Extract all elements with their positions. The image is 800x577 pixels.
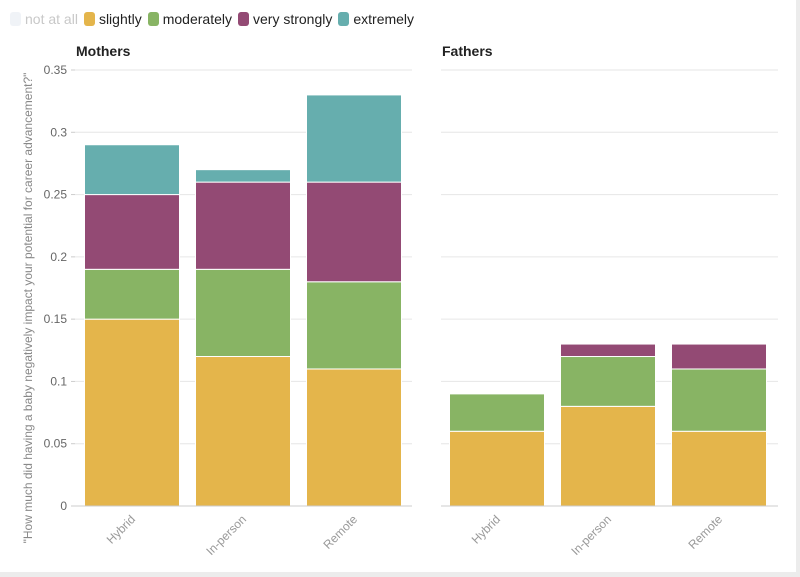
- legend-item-slightly[interactable]: slightly: [83, 11, 142, 27]
- bar-segment-slightly: [195, 356, 291, 507]
- bar-segment-very-strongly: [195, 181, 291, 270]
- panel-title: Mothers: [76, 43, 131, 59]
- y-tick-label: 0: [60, 499, 67, 513]
- bar-segment-moderately: [195, 268, 291, 358]
- legend-label: slightly: [98, 11, 142, 27]
- y-tick-label: 0.05: [44, 437, 68, 451]
- legend-label: extremely: [353, 11, 415, 27]
- bar-segment-very-strongly: [306, 181, 402, 283]
- legend-swatch: [238, 12, 249, 26]
- bar-segment-slightly: [306, 368, 402, 507]
- y-tick-label: 0.35: [44, 63, 68, 77]
- legend-swatch: [83, 12, 95, 26]
- x-tick-label: In-person: [203, 512, 249, 558]
- bar-segment-moderately: [671, 368, 767, 432]
- y-tick-label: 0.15: [44, 312, 68, 326]
- x-tick-label: Hybrid: [104, 512, 138, 546]
- bar-segment-extremely: [84, 144, 180, 196]
- legend-swatch: [10, 12, 21, 26]
- bottom-border: [0, 572, 800, 577]
- legend-item-not-at-all[interactable]: not at all: [10, 11, 78, 27]
- bar-segment-slightly: [84, 318, 180, 507]
- legend-item-extremely[interactable]: extremely: [338, 11, 414, 27]
- panel-title: Fathers: [442, 43, 493, 59]
- legend: not at all slightly moderately very strongl…: [10, 9, 420, 29]
- y-tick-label: 0.3: [50, 125, 67, 139]
- bar-segment-very-strongly: [84, 194, 180, 270]
- legend-swatch: [147, 12, 159, 26]
- y-tick-label: 0.25: [44, 188, 68, 202]
- y-tick-label: 0.1: [50, 374, 67, 388]
- bar-segment-very-strongly: [671, 343, 767, 370]
- bar-segment-moderately: [84, 268, 180, 320]
- bar-segment-very-strongly: [560, 343, 656, 358]
- x-tick-label: In-person: [568, 512, 614, 558]
- legend-item-moderately[interactable]: moderately: [147, 11, 232, 27]
- bar-segment-moderately: [560, 356, 656, 407]
- bar-segment-extremely: [195, 169, 291, 183]
- bar-segment-moderately: [449, 393, 545, 432]
- legend-swatch: [338, 12, 350, 26]
- x-tick-label: Remote: [686, 512, 726, 552]
- y-tick-label: 0.2: [50, 250, 67, 264]
- legend-label: not at all: [25, 11, 78, 27]
- y-axis-label: "How much did having a baby negatively i…: [21, 73, 35, 544]
- bar-segment-extremely: [306, 94, 402, 183]
- legend-label: very strongly: [253, 11, 333, 27]
- right-border: [796, 0, 800, 572]
- bar-segment-slightly: [671, 430, 767, 507]
- legend-label: moderately: [162, 11, 232, 27]
- legend-item-very-strongly[interactable]: very strongly: [238, 11, 332, 27]
- bar-segment-slightly: [560, 405, 656, 507]
- bar-segment-moderately: [306, 281, 402, 370]
- bar-segment-slightly: [449, 430, 545, 507]
- x-tick-label: Remote: [321, 512, 361, 552]
- x-tick-label: Hybrid: [469, 512, 503, 546]
